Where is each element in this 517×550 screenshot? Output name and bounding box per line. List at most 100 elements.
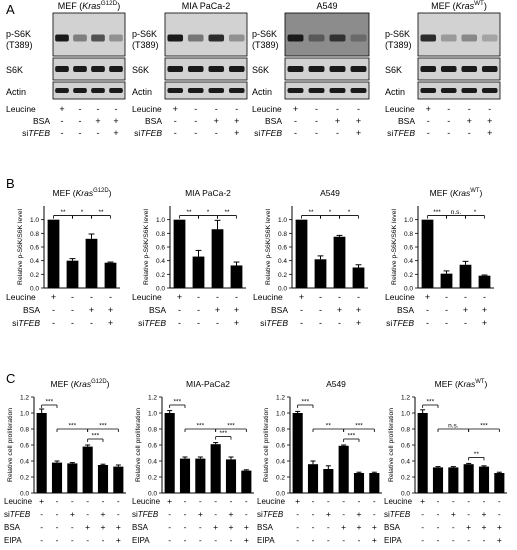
treatment-sign: +	[356, 305, 361, 315]
treatment-sign: -	[214, 535, 217, 545]
bar	[421, 219, 434, 288]
treatment-sign: +	[215, 305, 220, 315]
y-axis-label: Relative p-S6K/S6K level	[391, 209, 398, 285]
blot-band	[91, 66, 105, 72]
blot-band	[55, 88, 69, 93]
bar	[432, 467, 444, 493]
blot-band	[308, 66, 325, 72]
sig-label: ***	[92, 433, 100, 440]
treatment-label-sitfeb: siTFEB	[12, 318, 40, 328]
blot-strip	[284, 57, 370, 81]
blot-band	[91, 34, 105, 42]
treatment-sign: +	[116, 535, 121, 545]
sig-label: ***	[302, 399, 310, 406]
blot-strip	[52, 57, 126, 81]
blot-band	[187, 66, 204, 72]
sig-label: **	[326, 423, 332, 430]
bar	[463, 464, 474, 493]
y-tick-label: 0.4	[148, 459, 157, 466]
treatment-sign: -	[437, 522, 440, 532]
treatment-sign: -	[56, 509, 59, 519]
blot-band	[329, 66, 346, 72]
treatment-sign: -	[445, 318, 448, 328]
treatment-sign: +	[177, 292, 182, 302]
y-tick-label: 0.8	[20, 427, 29, 434]
treatment-sign: -	[421, 509, 424, 519]
y-axis-label: Relative p-S6K/S6K level	[17, 209, 24, 285]
y-tick-label: 0.0	[401, 491, 410, 498]
treatment-sign: -	[71, 292, 74, 302]
y-tick-label: 0.6	[276, 443, 285, 450]
treatment-sign: +	[113, 128, 118, 138]
blot-band	[481, 34, 498, 42]
ps6k-site-label: (T389)	[385, 40, 412, 50]
blot-band	[55, 66, 69, 72]
sig-label: ***	[46, 399, 54, 406]
panel-letter-a: A	[6, 2, 15, 17]
sig-label: ***	[227, 423, 235, 430]
treatment-sign: -	[215, 128, 218, 138]
treatment-sign: -	[194, 104, 197, 114]
y-tick-label: 1.2	[401, 395, 410, 402]
treatment-sign: -	[52, 318, 55, 328]
treatment-sign: +	[372, 522, 377, 532]
treatment-sign: +	[234, 128, 239, 138]
treatment-sign: -	[61, 128, 64, 138]
treatment-sign: -	[312, 496, 315, 506]
bar	[333, 236, 346, 288]
y-tick-label: 0.2	[30, 272, 39, 279]
blot-band	[350, 66, 367, 72]
bar	[36, 413, 47, 493]
treatment-sign: -	[90, 318, 93, 328]
treatment-sign: -	[199, 496, 202, 506]
y-tick-label: 0.2	[148, 475, 157, 482]
bar	[104, 262, 117, 288]
treatment-sign: -	[312, 522, 315, 532]
treatment-sign: +	[425, 292, 430, 302]
y-tick-label: 0.6	[20, 443, 29, 450]
treatment-sign: +	[167, 496, 172, 506]
treatment-label-bsa: BSA	[384, 523, 401, 532]
blot-band	[55, 34, 69, 42]
treatment-sign: +	[451, 509, 456, 519]
y-tick-label: 0.0	[278, 286, 287, 293]
blot-band	[228, 34, 245, 42]
bar	[173, 219, 186, 288]
treatment-sign: -	[184, 535, 187, 545]
treatment-sign: -	[373, 496, 376, 506]
blot-title: MEF (KrasWT)	[431, 0, 487, 11]
treatment-label-eipa: EIPA	[132, 536, 150, 545]
treatment-sign: -	[216, 318, 219, 328]
y-tick-label: 0.0	[30, 286, 39, 293]
bar	[292, 413, 303, 493]
bar	[241, 470, 252, 493]
treatment-sign: -	[464, 318, 467, 328]
sig-label: n.s.	[448, 423, 459, 430]
y-tick-label: 0.6	[401, 443, 410, 450]
ps6k-site-label: (T389)	[6, 40, 33, 50]
treatment-sign: -	[357, 104, 360, 114]
sig-label: ***	[355, 423, 363, 430]
y-tick-label: 1.0	[278, 217, 287, 224]
treatment-sign: -	[426, 318, 429, 328]
treatment-sign: -	[296, 535, 299, 545]
sig-label: *	[329, 209, 332, 216]
blot-band	[481, 66, 498, 72]
y-tick-label: 0.2	[401, 475, 410, 482]
treatment-sign: -	[56, 522, 59, 532]
blot-band	[420, 66, 437, 72]
y-tick-label: 0.2	[404, 272, 413, 279]
bar	[417, 413, 428, 493]
treatment-sign: -	[447, 116, 450, 126]
blot-title: A549	[316, 1, 337, 11]
treatment-label-eipa: EIPA	[384, 536, 402, 545]
treatment-label-eipa: EIPA	[4, 536, 22, 545]
y-tick-label: 0.2	[156, 272, 165, 279]
treatment-sign: -	[294, 116, 297, 126]
s6k-label: S6K	[252, 65, 269, 75]
blot-band	[167, 66, 184, 72]
treatment-sign: -	[342, 496, 345, 506]
bar	[295, 219, 308, 288]
blot-band	[329, 34, 346, 42]
y-tick-label: 0.6	[404, 245, 413, 252]
